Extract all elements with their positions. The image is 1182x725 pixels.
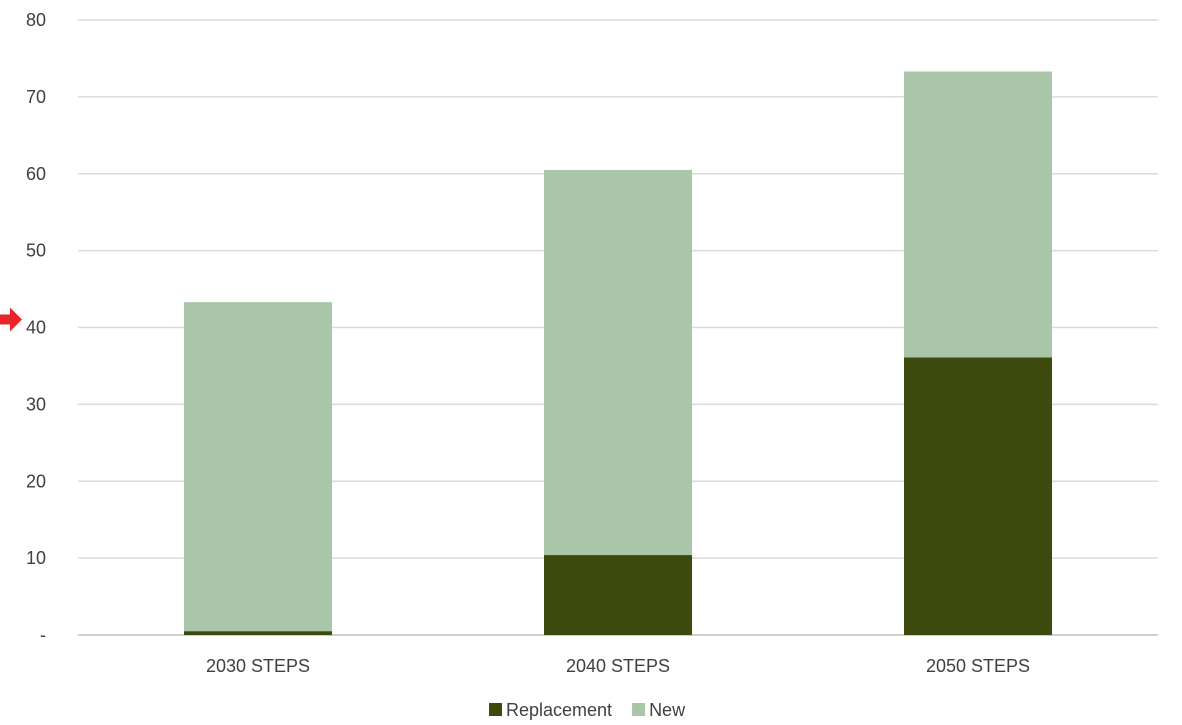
bar-replacement-1 [184, 631, 332, 635]
y-tick-label: 40 [26, 318, 46, 338]
bar-new-2 [544, 169, 692, 556]
legend-label: New [649, 700, 686, 720]
legend-item-new: New [632, 700, 686, 720]
arrow-icon [0, 307, 22, 332]
legend-item-replacement: Replacement [489, 700, 612, 720]
bar-new-3 [904, 71, 1052, 358]
bar-replacement-2 [544, 555, 692, 635]
y-tick-label: - [40, 625, 46, 645]
legend: Replacement New [489, 700, 686, 720]
y-tick-label: 80 [26, 10, 46, 30]
bar-replacement-3 [904, 357, 1052, 635]
y-tick-label: 50 [26, 241, 46, 261]
legend-swatch [489, 703, 502, 716]
x-axis-ticks: 2030 STEPS 2040 STEPS 2050 STEPS [206, 656, 1030, 676]
y-tick-label: 70 [26, 87, 46, 107]
y-tick-label: 10 [26, 548, 46, 568]
y-tick-label: 20 [26, 471, 46, 491]
annotation [0, 307, 22, 332]
x-tick-label: 2050 STEPS [926, 656, 1030, 676]
x-tick-label: 2040 STEPS [566, 656, 670, 676]
y-tick-label: 60 [26, 164, 46, 184]
legend-label: Replacement [506, 700, 612, 720]
y-axis-ticks: - 10 20 30 40 50 60 70 80 [26, 10, 46, 645]
x-tick-label: 2030 STEPS [206, 656, 310, 676]
y-tick-label: 30 [26, 394, 46, 414]
bars [184, 71, 1052, 635]
legend-swatch [632, 703, 646, 716]
bar-new-1 [184, 302, 332, 632]
